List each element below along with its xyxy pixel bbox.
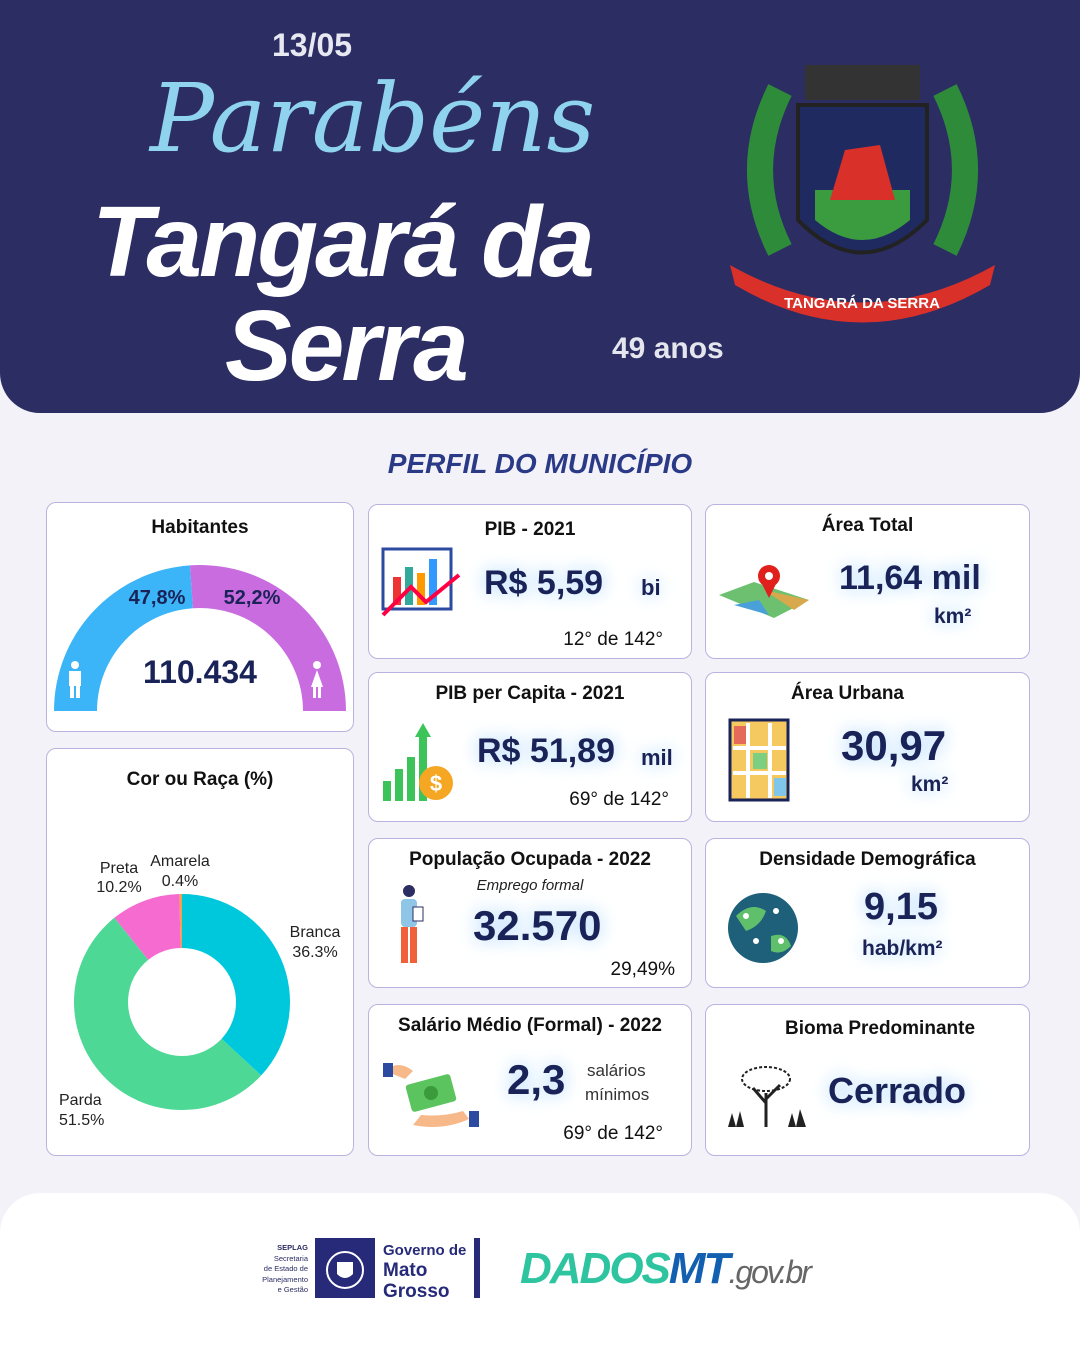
section-title: PERFIL DO MUNICÍPIO [387,448,693,479]
area-urbana-unit: km² [911,773,949,796]
densidade-card: Densidade Demográfica 9,15 hab/km² [705,838,1030,988]
area-urbana-card: Área Urbana 30,97 km² [705,672,1030,822]
densidade-unit: hab/km² [862,937,943,960]
city-name-line1: Tangará da [92,186,595,298]
salario-unit-line2: mínimos [585,1085,650,1104]
seplag-line: Planejamento [262,1274,308,1284]
pib-capita-unit: mil [641,745,673,770]
pib-title: PIB - 2021 [484,519,576,540]
mt-coat-of-arms-logo [315,1238,375,1298]
seplag-line: SEPLAG [277,1243,308,1252]
populacao-card: População Ocupada - 2022 Emprego formal … [368,838,692,988]
densidade-title: Densidade Demográfica [759,849,976,870]
pib-capita-title: PIB per Capita - 2021 [435,683,625,704]
gender-gauge: 47,8% 52,2% 110.434 [54,565,346,711]
seplag-text: SEPLAG Secretaria de Estado de Planejame… [248,1243,308,1296]
pib-capita-rank: 69° de 142° [569,789,669,810]
value-amarela: 0.4% [162,873,198,890]
female-pct: 52,2% [224,587,281,609]
city-map-icon [728,718,790,802]
area-total-card: Área Total 11,64 mil km² [705,504,1030,659]
congrats-script-title: Parabéns [150,64,596,174]
gov-line: Mato [383,1260,428,1281]
footer: SEPLAG Secretaria de Estado de Planejame… [0,1193,1080,1350]
worker-person-icon [401,885,424,963]
logo-mt: MT [668,1244,731,1293]
logo-br: .br [778,1254,812,1290]
densidade-value: 9,15 [864,886,938,928]
city-name-line2: Serra [225,290,469,402]
cerrado-tree-icon [728,1066,806,1127]
gauge-male-segment [54,565,193,711]
area-total-title: Área Total [821,515,914,536]
donut-slice-parda [74,917,262,1110]
value-parda: 51.5% [59,1112,104,1129]
label-preta: Preta [100,860,138,877]
populacao-title: População Ocupada - 2022 [409,849,651,870]
area-urbana-value: 30,97 [841,722,947,769]
label-parda: Parda [59,1092,102,1109]
total-habitantes: 110.434 [143,654,257,690]
gov-line: Grosso [383,1281,450,1302]
header-banner: Parabéns 13/05 Tangará da Serra 49 anos … [0,0,1080,413]
city-age: 49 anos [612,332,724,365]
seplag-line: e Gestão [277,1285,308,1294]
salario-title: Salário Médio (Formal) - 2022 [398,1015,662,1036]
map-pin-icon [719,565,809,618]
globe-people-icon [728,893,798,963]
female-icon [311,661,323,698]
raca-card: Cor ou Raça (%) Preta 10.2% Amarela 0.4%… [46,748,354,1156]
salario-rank: 69° de 142° [563,1123,663,1144]
logo-dados: DADOS [520,1244,671,1293]
anniversary-date: 13/05 [272,27,353,63]
value-branca: 36.3% [292,944,337,961]
coin-growth-icon: $ [383,723,453,801]
pib-card: PIB - 2021 R$ 5,59 bi 12° de 142° [368,504,692,659]
raca-title: Cor ou Raça (%) [126,769,274,790]
divider [474,1238,480,1298]
bioma-value: Cerrado [828,1070,967,1111]
pib-unit: bi [641,575,661,600]
pib-value: R$ 5,59 [484,564,604,602]
populacao-subtitle: Emprego formal [476,877,584,894]
money-hands-icon [383,1063,479,1127]
habitantes-title: Habitantes [151,517,249,538]
bar-chart-growth-icon [381,547,461,617]
pib-capita-card: PIB per Capita - 2021 $ R$ 51,89 mil 69°… [368,672,692,822]
salario-value: 2,3 [507,1056,566,1103]
habitantes-card: Habitantes 47,8% 52,2% 110.434 [46,502,354,732]
logo-gov: .gov [728,1254,780,1290]
value-preta: 10.2% [96,879,141,896]
crest-text: TANGARÁ DA SERRA [784,295,940,312]
pib-capita-value: R$ 51,89 [477,732,615,770]
label-amarela: Amarela [150,853,210,870]
populacao-value: 32.570 [473,902,602,949]
area-total-value: 11,64 mil [839,559,981,597]
male-icon [69,661,81,698]
city-crest-logo: TANGARÁ DA SERRA [730,65,995,323]
dadosmt-logo: DADOSMT.gov.br [520,1244,812,1293]
raca-donut-chart: Preta 10.2% Amarela 0.4% Branca 36.3% Pa… [59,853,341,1129]
area-total-unit: km² [934,605,972,628]
populacao-pct: 29,49% [610,959,675,980]
salario-card: Salário Médio (Formal) - 2022 2,3 salári… [368,1004,692,1156]
bioma-title: Bioma Predominante [784,1018,976,1039]
seplag-line: de Estado de [263,1264,308,1273]
male-pct: 47,8% [129,587,186,609]
governo-mt-logo: Governo de Mato Grosso [383,1241,466,1302]
gauge-female-segment [189,565,346,711]
gov-line: Governo de [383,1242,467,1259]
area-urbana-title: Área Urbana [791,683,904,704]
donut-slice-preta [114,894,181,960]
svg-text:$: $ [430,771,442,796]
donut-slice-branca [182,894,290,1076]
seplag-line: Secretaria [273,1253,308,1263]
bioma-card: Bioma Predominante Cerrado [705,1004,1030,1156]
salario-unit-line1: salários [587,1061,646,1080]
pib-rank: 12° de 142° [563,629,663,650]
label-branca: Branca [290,924,341,941]
